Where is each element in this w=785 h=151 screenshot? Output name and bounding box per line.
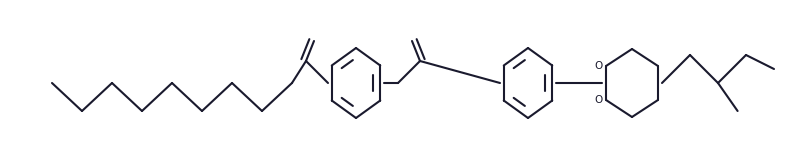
Text: O: O: [595, 95, 603, 105]
Text: O: O: [595, 61, 603, 71]
